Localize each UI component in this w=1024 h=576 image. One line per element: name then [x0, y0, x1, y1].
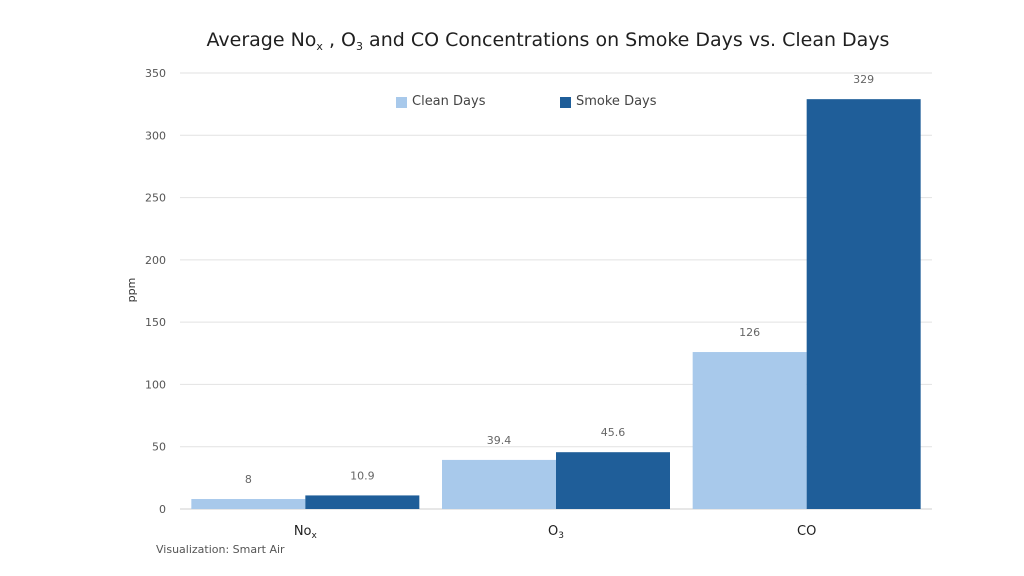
- x-category-label: O3: [548, 524, 564, 541]
- legend-swatch: [560, 97, 571, 108]
- y-axis-ticks: 0 50 100 150 200 250 300 350: [145, 67, 166, 516]
- legend: Clean Days Smoke Days: [396, 94, 657, 109]
- bar-clean-days: [442, 459, 556, 509]
- x-category-base: No: [294, 524, 312, 539]
- y-tick-label: 200: [145, 254, 166, 267]
- y-tick-label: 150: [145, 316, 166, 329]
- x-axis-categories: Nox O3 CO: [294, 524, 816, 541]
- y-tick-label: 250: [145, 192, 166, 205]
- chart-title-suffix: and CO Concentrations on Smoke Days vs. …: [363, 29, 889, 51]
- x-category-label: CO: [797, 524, 816, 539]
- y-tick-label: 350: [145, 67, 166, 80]
- x-category-sub: x: [312, 531, 318, 541]
- bars: [191, 99, 921, 509]
- legend-swatch: [396, 97, 407, 108]
- source-note: Visualization: Smart Air: [156, 543, 285, 556]
- legend-label: Smoke Days: [576, 94, 657, 109]
- data-label: 39.4: [487, 434, 512, 447]
- y-tick-label: 50: [152, 441, 166, 454]
- data-label: 45.6: [601, 426, 626, 439]
- x-category-base: O: [548, 524, 558, 539]
- bar-clean-days: [692, 352, 807, 509]
- chart-title-mid: , O: [323, 29, 356, 51]
- bar-smoke-days: [556, 452, 670, 509]
- data-label: 126: [739, 326, 760, 339]
- y-tick-label: 300: [145, 129, 166, 142]
- data-label: 329: [853, 73, 874, 86]
- y-axis-label: ppm: [125, 278, 138, 303]
- bar-clean-days: [191, 499, 306, 509]
- y-tick-label: 100: [145, 378, 166, 391]
- x-category-label: Nox: [294, 524, 318, 541]
- data-labels: 8 10.9 39.4 45.6 126 329: [245, 73, 874, 486]
- y-tick-label: 0: [159, 503, 166, 516]
- data-label: 8: [245, 473, 252, 486]
- x-category-base: CO: [797, 524, 816, 539]
- legend-label: Clean Days: [412, 94, 486, 109]
- bar-smoke-days: [305, 495, 420, 509]
- chart-title-sub1: x: [316, 40, 323, 53]
- bar-smoke-days: [806, 99, 921, 509]
- x-category-sub: 3: [558, 531, 564, 541]
- data-label: 10.9: [350, 469, 375, 482]
- chart-title: Average Nox , O3 and CO Concentrations o…: [207, 29, 890, 53]
- chart-title-prefix: Average No: [207, 29, 317, 51]
- chart-title-sub2: 3: [356, 40, 363, 53]
